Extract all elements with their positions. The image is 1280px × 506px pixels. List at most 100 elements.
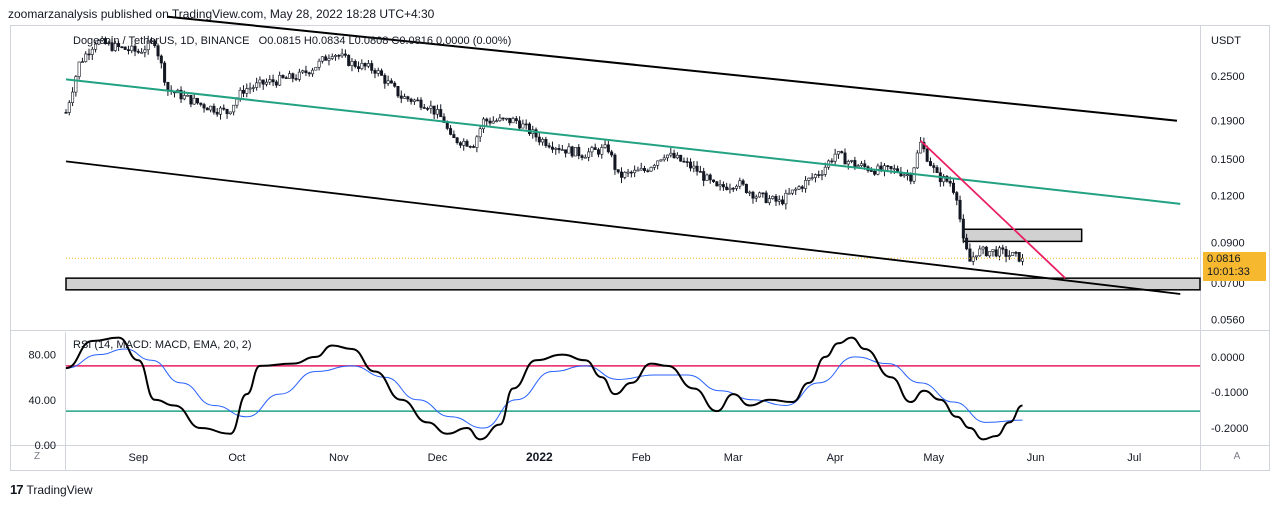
candle-body — [284, 77, 288, 79]
price-tick-label: 0.1500 — [1211, 154, 1245, 166]
price-tick-label: 0.2500 — [1211, 71, 1245, 83]
candle-body — [258, 79, 262, 84]
candle-body — [560, 149, 564, 151]
candle-body — [416, 99, 420, 102]
candle-body — [212, 105, 216, 113]
candle-body — [754, 196, 758, 199]
candle-body — [1001, 247, 1005, 250]
candle-body — [859, 163, 863, 166]
candle-body — [278, 75, 282, 86]
candle-body — [403, 96, 407, 99]
candles — [64, 35, 1025, 266]
candle-body — [373, 70, 377, 74]
candle-body — [218, 107, 222, 115]
candle-body — [123, 46, 127, 50]
candle-body — [149, 40, 153, 43]
auto-scale-button[interactable]: A — [1233, 451, 1241, 462]
candle-body — [110, 42, 114, 51]
candle-body — [159, 55, 163, 64]
axes: USDT 0.2500 0.1900 0.1500 0.1200 0.0900 0.0700… — [28, 35, 1248, 464]
time-tick-label: Feb — [632, 452, 651, 464]
candle-body — [731, 187, 735, 190]
candle-body — [399, 95, 403, 99]
candle-body — [228, 111, 232, 115]
candle-body — [527, 123, 531, 135]
candle-body — [961, 218, 965, 239]
price-tick-label: 0.0560 — [1211, 314, 1245, 326]
candle-body — [445, 122, 449, 129]
candle-body — [807, 177, 811, 181]
candle-body — [307, 72, 311, 75]
candle-body — [1017, 252, 1021, 262]
candle-body — [804, 180, 808, 189]
candle-body — [942, 175, 946, 183]
candle-body — [991, 249, 995, 252]
candle-body — [209, 105, 213, 111]
candle-body — [126, 49, 130, 51]
candle-body — [350, 61, 354, 66]
candle-body — [695, 165, 699, 172]
candle-body — [389, 80, 393, 84]
candle-body — [577, 147, 581, 156]
candle-body — [971, 256, 975, 262]
candle-body — [725, 186, 729, 190]
candle-body — [340, 53, 344, 57]
candle-body — [781, 199, 785, 205]
candle-body — [974, 255, 978, 258]
candle-body — [281, 75, 285, 78]
candle-body — [495, 120, 499, 123]
time-tick-label: Dec — [428, 452, 448, 464]
candle-body — [514, 118, 518, 122]
candle-body — [143, 49, 147, 53]
candle-body — [682, 160, 686, 163]
candle-body — [708, 174, 712, 181]
candle-body — [435, 109, 439, 115]
candle-body — [235, 98, 239, 106]
candle-body — [64, 112, 68, 114]
candle-body — [419, 99, 423, 108]
candle-body — [965, 237, 969, 250]
candle-body — [810, 177, 814, 179]
candle-body — [639, 168, 643, 171]
candle-body — [748, 191, 752, 194]
chart-frame — [10, 25, 1270, 471]
candle-body — [603, 144, 607, 148]
candle-body — [406, 96, 410, 100]
candle-body — [468, 146, 472, 148]
candle-body — [360, 63, 364, 69]
upper-channel-line — [167, 15, 1178, 122]
candle-body — [951, 182, 955, 193]
candle-body — [817, 174, 821, 176]
price-tick-label: 0.0700 — [1211, 278, 1245, 290]
candle-body — [518, 120, 522, 129]
candle-body — [932, 165, 936, 168]
candle-body — [902, 174, 906, 177]
candle-body — [580, 155, 584, 158]
time-tick-label: Jun — [1027, 452, 1045, 464]
candle-body — [363, 63, 367, 67]
candle-body — [554, 148, 558, 150]
candle-body — [107, 42, 111, 45]
candle-body — [383, 75, 387, 84]
candle-body — [843, 152, 847, 165]
candle-body — [659, 159, 663, 162]
candle-body — [886, 165, 890, 167]
candle-body — [735, 185, 739, 189]
mid-channel-line — [65, 78, 1181, 205]
candle-body — [751, 191, 755, 199]
candle-body — [422, 107, 426, 109]
candle-body — [77, 61, 81, 77]
timezone-toggle-button[interactable]: Z — [33, 451, 41, 462]
candle-body — [925, 148, 929, 162]
tradingview-logo[interactable]: 17 TradingView — [10, 482, 93, 497]
candle-body — [633, 169, 637, 174]
candle-body — [133, 45, 137, 52]
candle-body — [182, 95, 186, 100]
rsi-right-tick-label: -0.1000 — [1211, 387, 1248, 399]
candle-body — [481, 118, 485, 130]
candle-body — [491, 120, 495, 124]
candle-body — [840, 151, 844, 154]
time-tick-label: Oct — [228, 452, 245, 464]
candle-body — [113, 43, 117, 51]
